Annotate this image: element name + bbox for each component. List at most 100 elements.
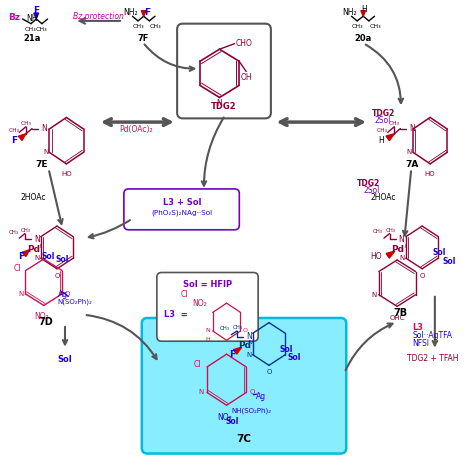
- Text: N(SO₂Ph)₂: N(SO₂Ph)₂: [57, 298, 92, 305]
- Text: Cl: Cl: [13, 264, 21, 273]
- Text: Sol: Sol: [42, 252, 55, 261]
- Text: NH₂: NH₂: [124, 8, 138, 17]
- Polygon shape: [386, 134, 394, 141]
- Polygon shape: [18, 134, 26, 141]
- Text: Pd: Pd: [27, 245, 40, 254]
- Text: F: F: [229, 350, 235, 359]
- Text: Bz: Bz: [9, 13, 20, 22]
- Text: CH₃: CH₃: [21, 228, 31, 233]
- Text: N: N: [246, 352, 252, 358]
- Text: Sol: Sol: [58, 355, 73, 364]
- Text: Sol: Sol: [433, 248, 446, 257]
- Polygon shape: [34, 13, 38, 19]
- Text: Sol: Sol: [55, 255, 68, 263]
- Text: NO₂: NO₂: [217, 413, 232, 422]
- FancyArrowPatch shape: [63, 327, 67, 345]
- Text: H: H: [361, 5, 367, 14]
- Text: O: O: [419, 273, 425, 279]
- Text: Sol: Sol: [226, 417, 239, 426]
- Text: N: N: [246, 332, 252, 341]
- Text: 21a: 21a: [23, 34, 41, 43]
- Text: CHO: CHO: [236, 39, 253, 48]
- Text: (PhO₂S)₂NAg··Sol: (PhO₂S)₂NAg··Sol: [151, 210, 212, 216]
- Text: N: N: [407, 149, 412, 155]
- Text: Sol··AgTFA: Sol··AgTFA: [412, 331, 452, 340]
- FancyArrowPatch shape: [145, 44, 194, 71]
- Text: O: O: [64, 291, 70, 297]
- Text: CH₃: CH₃: [389, 120, 400, 126]
- Text: CH₃: CH₃: [8, 128, 19, 133]
- Text: Ag: Ag: [256, 392, 266, 402]
- FancyArrowPatch shape: [89, 220, 130, 238]
- Text: HO: HO: [425, 171, 436, 177]
- Text: Pd(OAc)₂: Pd(OAc)₂: [119, 125, 153, 134]
- FancyArrowPatch shape: [403, 171, 411, 235]
- Text: O: O: [243, 328, 248, 333]
- Text: Sol = HFIP: Sol = HFIP: [183, 280, 232, 289]
- Text: N: N: [34, 234, 40, 244]
- Text: Pd: Pd: [391, 245, 404, 254]
- Text: 7D: 7D: [39, 317, 54, 327]
- FancyBboxPatch shape: [142, 318, 346, 453]
- Text: TDG2: TDG2: [372, 109, 395, 118]
- Text: TDG2: TDG2: [211, 102, 237, 111]
- Text: CH₃: CH₃: [385, 228, 396, 233]
- Text: HO: HO: [370, 252, 382, 261]
- Text: N: N: [41, 124, 47, 133]
- Text: Bz protection: Bz protection: [73, 12, 124, 21]
- FancyBboxPatch shape: [177, 24, 271, 118]
- Text: NFSI: NFSI: [412, 339, 429, 348]
- Text: TDG2: TDG2: [356, 179, 380, 188]
- Text: II: II: [39, 244, 42, 249]
- Text: F: F: [33, 6, 39, 15]
- Text: CH₃: CH₃: [233, 325, 243, 330]
- Text: N: N: [43, 149, 48, 155]
- Text: OH: OH: [240, 72, 252, 82]
- FancyBboxPatch shape: [124, 189, 239, 230]
- Text: L3 + Sol: L3 + Sol: [163, 198, 201, 207]
- Text: HO: HO: [61, 171, 72, 177]
- Text: 2Sol: 2Sol: [364, 186, 380, 195]
- Text: OHC: OHC: [390, 314, 405, 320]
- Text: IV: IV: [248, 340, 254, 345]
- Polygon shape: [361, 11, 365, 16]
- Text: 7F: 7F: [137, 34, 148, 43]
- Text: H: H: [379, 136, 384, 145]
- Text: N: N: [410, 124, 415, 133]
- Text: NH(SO₂Ph)₂: NH(SO₂Ph)₂: [231, 408, 271, 414]
- Text: CH₃: CH₃: [377, 128, 388, 133]
- Text: N: N: [372, 292, 377, 298]
- Text: 2Sol: 2Sol: [375, 116, 391, 125]
- Text: 7E: 7E: [36, 160, 48, 170]
- Text: Ag: Ag: [57, 290, 68, 299]
- Text: F: F: [11, 136, 17, 145]
- Text: 7A: 7A: [406, 160, 419, 170]
- Text: N: N: [199, 389, 204, 396]
- Text: O: O: [266, 369, 272, 375]
- Text: Sol: Sol: [288, 354, 301, 362]
- Text: L3: L3: [412, 323, 423, 332]
- Text: N: N: [400, 255, 405, 261]
- Text: N: N: [217, 99, 222, 107]
- Text: CH₃: CH₃: [132, 24, 144, 29]
- Text: CH₃: CH₃: [351, 24, 363, 29]
- Text: Pd: Pd: [238, 341, 251, 350]
- Text: N: N: [399, 234, 404, 244]
- Polygon shape: [141, 11, 146, 16]
- Text: F: F: [18, 252, 24, 261]
- Text: 7C: 7C: [237, 434, 252, 444]
- FancyArrowPatch shape: [87, 315, 156, 359]
- Text: CH₃: CH₃: [149, 24, 161, 29]
- Text: II: II: [404, 244, 408, 249]
- Text: N: N: [18, 291, 23, 297]
- FancyArrowPatch shape: [202, 118, 224, 186]
- Text: Cl: Cl: [181, 290, 188, 299]
- Text: O: O: [249, 389, 255, 396]
- Text: F: F: [145, 8, 151, 17]
- Text: NO₂: NO₂: [34, 312, 49, 321]
- Text: CH₃: CH₃: [36, 27, 48, 32]
- FancyArrowPatch shape: [346, 324, 392, 370]
- FancyArrowPatch shape: [365, 44, 403, 103]
- Text: 20a: 20a: [355, 34, 372, 43]
- Text: 2HOAc: 2HOAc: [370, 193, 396, 202]
